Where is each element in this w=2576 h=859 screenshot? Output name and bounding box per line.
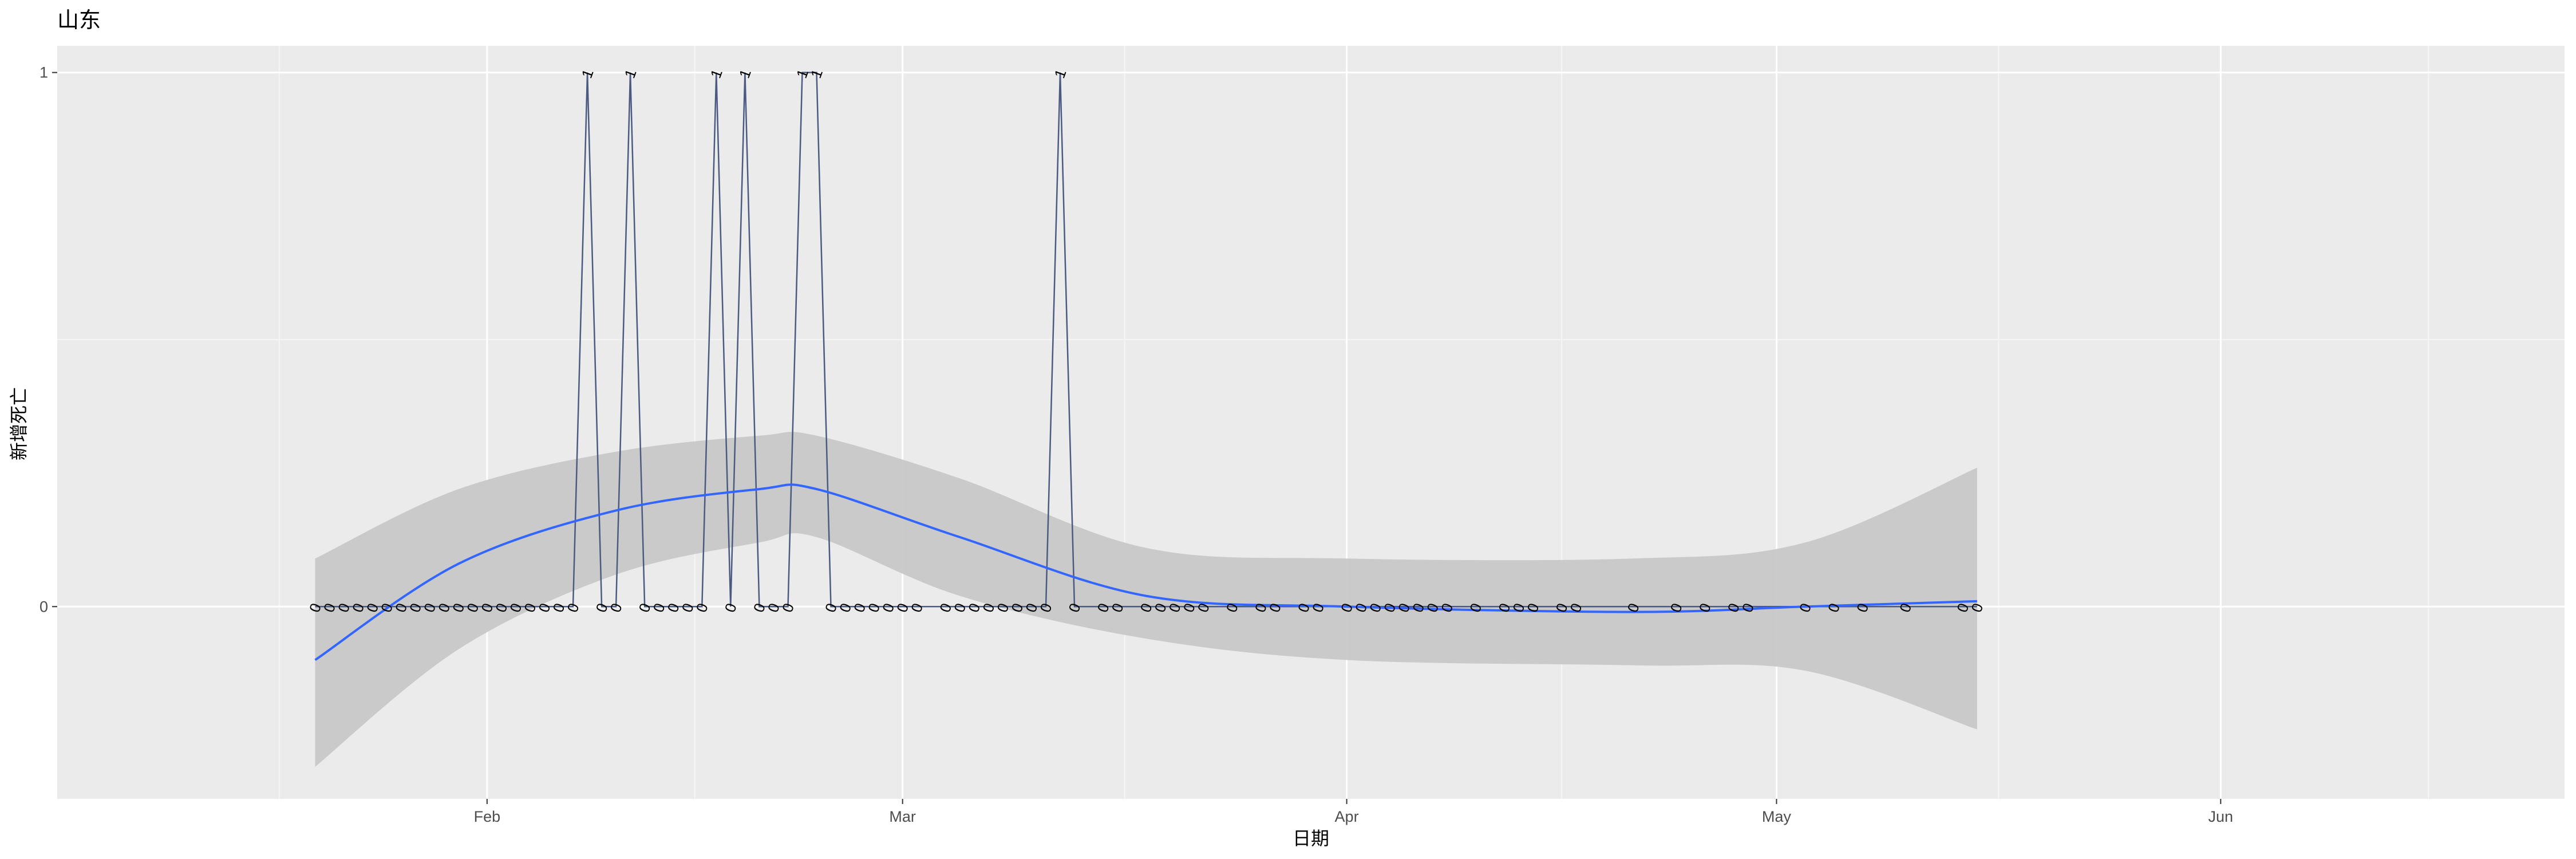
y-tick-label: 1	[39, 64, 48, 81]
x-tick-label: Apr	[1335, 808, 1359, 825]
y-axis-title: 新增死亡	[8, 387, 30, 460]
y-tick-label: 0	[39, 598, 48, 615]
x-axis-title: 日期	[1293, 828, 1329, 849]
x-tick-label: Jun	[2208, 808, 2234, 825]
x-tick-label: May	[1762, 808, 1792, 825]
x-tick-label: Mar	[889, 808, 916, 825]
chart-title: 山东	[57, 7, 101, 33]
x-tick-label: Feb	[474, 808, 501, 825]
plot-panel	[57, 46, 2565, 799]
